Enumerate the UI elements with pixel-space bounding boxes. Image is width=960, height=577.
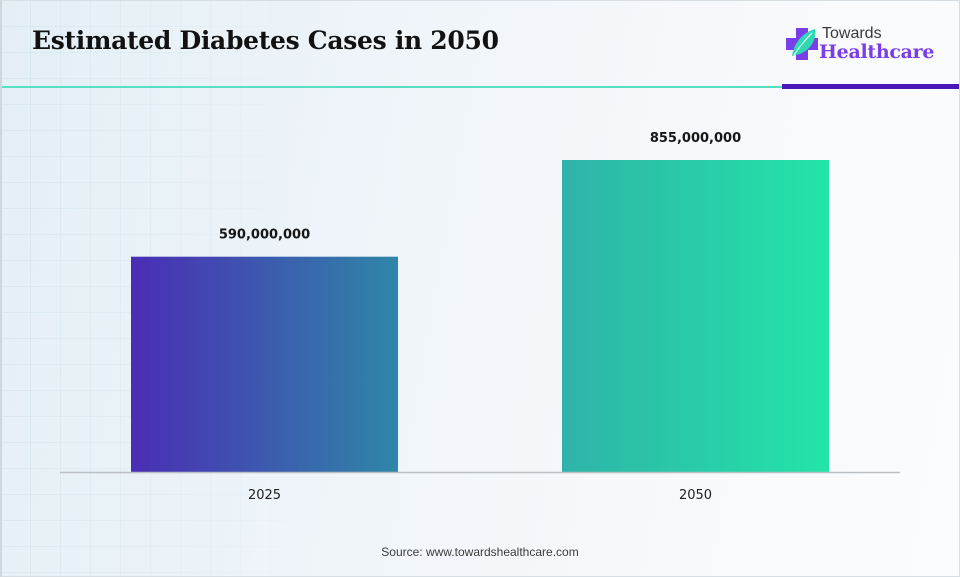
header-divider-teal xyxy=(0,86,782,88)
data-label-2025: 590,000,000 xyxy=(219,228,310,243)
bar-2050 xyxy=(562,160,829,472)
medical-cross-leaf-icon xyxy=(786,28,818,60)
bar-2025 xyxy=(131,256,398,472)
brand-logo: Towards Healthcare xyxy=(784,24,944,68)
page-title: Estimated Diabetes Cases in 2050 xyxy=(32,26,499,55)
x-tick-label-2025: 2025 xyxy=(248,488,281,503)
header-divider-purple xyxy=(782,84,960,89)
source-note: Source: www.towardshealthcare.com xyxy=(381,545,579,559)
x-tick-label-2050: 2050 xyxy=(679,488,712,503)
logo-text-healthcare: Healthcare xyxy=(819,41,935,63)
logo-text-towards: Towards xyxy=(822,25,882,42)
data-label-2050: 855,000,000 xyxy=(650,131,741,146)
